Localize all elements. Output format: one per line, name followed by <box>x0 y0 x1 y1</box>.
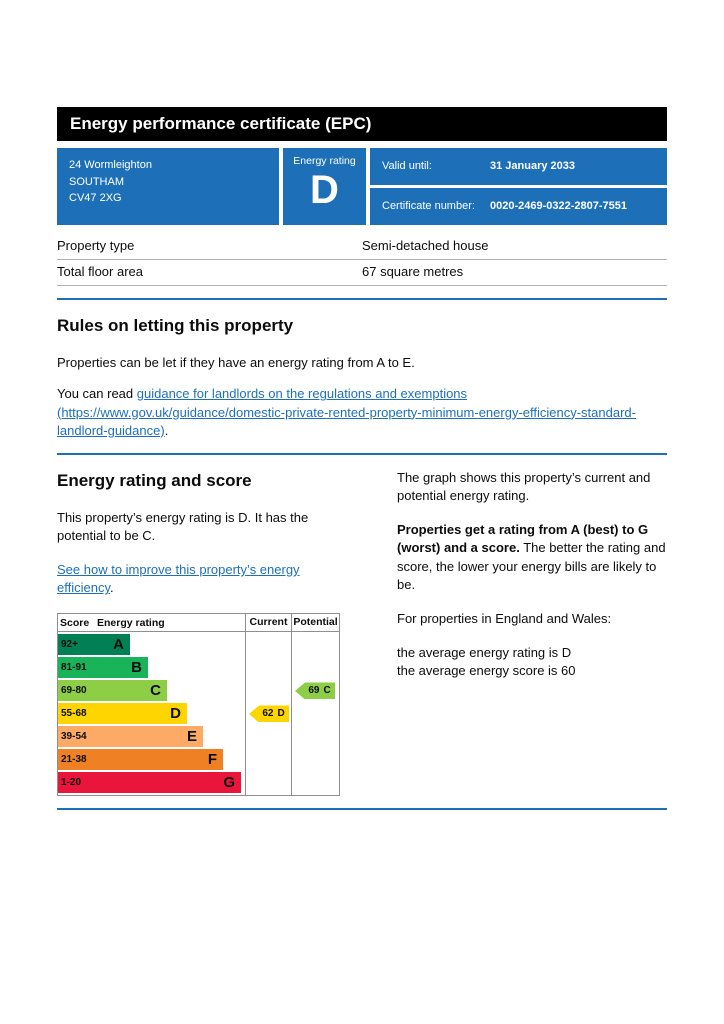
page-title: Energy performance certificate (EPC) <box>70 114 372 134</box>
current-rating-arrow: 62 D <box>249 705 289 723</box>
address-line-2: SOUTHAM <box>69 175 124 188</box>
band-bar: D <box>95 703 187 725</box>
band-letter: D <box>170 705 181 723</box>
epc-band-row: 1-20 G <box>58 772 245 794</box>
band-letter: F <box>207 751 217 769</box>
section-divider <box>57 298 667 301</box>
band-letter: C <box>150 682 161 700</box>
chart-header-left: Score Energy rating <box>58 614 245 633</box>
address-line-1: 24 Wormleighton <box>69 159 152 171</box>
rating-intro: This property’s energy rating is D. It h… <box>57 509 309 543</box>
letting-rules-intro: Properties can be let if they have an en… <box>57 355 415 371</box>
valid-until-row: Valid until: 31 January 2033 <box>370 148 667 185</box>
table-row: Property type Semi-detached house <box>57 234 667 261</box>
property-type-value: Semi-detached house <box>362 238 489 253</box>
band-bar: F <box>95 749 223 771</box>
epc-document: Energy performance certificate (EPC) 24 … <box>57 0 667 811</box>
band-bar: G <box>95 772 241 794</box>
valid-until-value: 31 January 2033 <box>490 159 576 172</box>
band-score: 21-38 <box>58 749 95 771</box>
potential-rating-arrow: 69 C <box>295 682 335 700</box>
graph-intro: The graph shows this property’s current … <box>397 469 651 504</box>
valid-until-label: Valid until: <box>382 159 432 172</box>
potential-rating-column: 69 C <box>291 632 339 796</box>
landlord-guidance-link[interactable]: guidance for landlords on the regulation… <box>57 386 636 438</box>
band-letter: E <box>186 728 197 746</box>
certificate-number-row: Certificate number: 0020-2469-0322-2807-… <box>370 188 667 225</box>
band-bar: B <box>95 657 148 679</box>
epc-band-row: 92+ A <box>58 634 245 656</box>
rating-heading: Energy rating and score <box>57 470 252 490</box>
current-letter: D <box>277 707 285 719</box>
section-divider <box>57 452 667 455</box>
rating-left-column: Energy rating and score This property’s … <box>57 469 359 797</box>
potential-letter: C <box>323 684 331 696</box>
current-rating-column: 62 D <box>245 632 291 796</box>
improve-paragraph: See how to improve this property’s energ… <box>57 561 359 597</box>
current-score: 62 <box>262 707 274 719</box>
band-score: 39-54 <box>58 726 95 748</box>
epc-band-row: 69-80 C <box>58 680 245 702</box>
summary-banner: 24 Wormleighton SOUTHAM CV47 2XG Energy … <box>57 148 667 225</box>
band-bar: E <box>95 726 203 748</box>
letting-guidance-paragraph: You can read guidance for landlords on t… <box>57 385 667 440</box>
band-letter: G <box>223 774 235 792</box>
epc-band-row: 81-91 B <box>58 657 245 679</box>
current-column-header: Current <box>245 614 291 633</box>
averages-intro: For properties in England and Wales: <box>397 611 612 627</box>
average-score-line: the average energy score is 60 <box>397 663 576 679</box>
table-row: Total floor area 67 square metres <box>57 260 667 287</box>
address-line-3: CV47 2XG <box>69 192 122 204</box>
energy-rating-section: Energy rating and score This property’s … <box>57 469 667 797</box>
band-score: 55-68 <box>58 703 95 725</box>
guidance-prefix: You can read <box>57 386 137 402</box>
band-bar: A <box>95 634 130 656</box>
letting-rules-heading: Rules on letting this property <box>57 316 294 336</box>
property-address: 24 Wormleighton SOUTHAM CV47 2XG <box>57 148 279 225</box>
improve-suffix: . <box>110 580 114 596</box>
epc-band-row: 39-54 E <box>58 726 245 748</box>
average-rating-line: the average energy rating is D <box>397 645 572 661</box>
energy-rating-value: D <box>310 167 339 212</box>
band-letter: B <box>131 659 142 677</box>
certificate-number-value: 0020-2469-0322-2807-7551 <box>490 199 628 212</box>
band-bar: C <box>95 680 167 702</box>
band-score: 92+ <box>58 634 95 656</box>
rating-explanation-bold: Properties get a rating from A (best) to… <box>397 522 649 556</box>
rating-right-column: The graph shows this property’s current … <box>397 469 667 797</box>
potential-score: 69 <box>308 684 320 696</box>
energy-rating-label: Energy rating <box>293 155 356 167</box>
averages-paragraph: the average energy rating is D the avera… <box>397 644 667 680</box>
band-letter: A <box>113 636 124 654</box>
epc-chart-grid: Score Energy rating Current Potential 92… <box>58 614 339 796</box>
band-score: 1-20 <box>58 772 95 794</box>
certificate-number-label: Certificate number: <box>382 199 475 212</box>
floor-area-label: Total floor area <box>57 264 143 280</box>
epc-band-row: 21-38 F <box>58 749 245 771</box>
validity-box: Valid until: 31 January 2033 Certificate… <box>370 148 667 225</box>
rating-explanation: Properties get a rating from A (best) to… <box>397 521 667 594</box>
epc-band-row: 55-68 D <box>58 703 245 725</box>
floor-area-value: 67 square metres <box>362 264 464 280</box>
rating-column-header: Energy rating <box>97 616 165 629</box>
improve-efficiency-link[interactable]: See how to improve this property’s energ… <box>57 562 300 596</box>
score-column-header: Score <box>60 616 90 629</box>
section-divider <box>57 808 667 811</box>
property-type-label: Property type <box>57 238 135 253</box>
epc-rating-chart: Score Energy rating Current Potential 92… <box>57 613 340 797</box>
document-header: Energy performance certificate (EPC) <box>57 107 667 141</box>
potential-column-header: Potential <box>291 614 339 633</box>
band-score: 81-91 <box>58 657 95 679</box>
energy-rating-box: Energy rating D <box>283 148 366 225</box>
property-details-table: Property type Semi-detached house Total … <box>57 234 667 287</box>
band-score: 69-80 <box>58 680 95 702</box>
guidance-suffix: . <box>164 422 169 438</box>
rating-explanation-rest: The better the rating and score, the low… <box>397 540 666 592</box>
epc-bands: 92+ A 81-91 B 69-80 C 55-68 <box>58 632 245 795</box>
letting-rules-section: Rules on letting this property Propertie… <box>57 314 667 440</box>
